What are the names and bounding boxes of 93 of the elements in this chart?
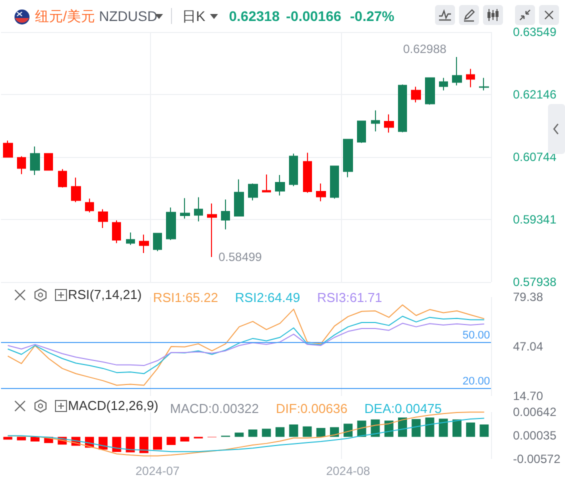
series-label: DEA:0.00475 — [364, 401, 442, 416]
candlestick — [71, 177, 81, 203]
bar — [166, 436, 176, 445]
y-tick-label: 0.63549 — [513, 25, 557, 39]
bar — [262, 428, 271, 437]
bar — [276, 427, 285, 437]
bar — [344, 424, 353, 437]
text: -0.00166 — [286, 7, 342, 25]
bar — [302, 426, 312, 437]
candlestick — [316, 182, 326, 202]
x-tick-label: 2024-08 — [326, 464, 370, 478]
bar — [234, 432, 244, 437]
bar — [480, 424, 489, 437]
candlestick — [98, 208, 108, 228]
ref-line-label: 50.00 — [462, 329, 490, 342]
bar — [3, 436, 12, 440]
series-label: RSI2:64.49 — [235, 290, 300, 305]
candlestick — [425, 76, 435, 106]
candlestick — [289, 153, 298, 187]
candlestick — [112, 220, 121, 244]
series-label: MACD:0.00322 — [170, 401, 259, 416]
y-tick-label: 14.70 — [513, 389, 544, 403]
y-tick-label: 47.04 — [513, 340, 544, 354]
candlestick — [3, 140, 13, 158]
y-tick-label: 0.00642 — [513, 405, 557, 419]
bar — [30, 436, 40, 442]
bar — [466, 422, 476, 437]
chart-title: RSI(7,14,21) — [68, 286, 142, 304]
candlestick — [330, 165, 339, 200]
candlestick — [44, 153, 53, 171]
candlestick — [17, 156, 26, 175]
candlestick — [466, 68, 475, 88]
bar — [316, 428, 326, 437]
text: 0.62318 — [229, 7, 280, 25]
bar — [139, 436, 148, 454]
chart-subtitle: NZDUSD — [99, 7, 158, 25]
y-tick-label: 0.00035 — [513, 428, 557, 442]
candlestick — [139, 234, 149, 254]
y-tick-label: 0.57938 — [513, 275, 557, 289]
candlestick — [384, 114, 394, 134]
candlestick — [452, 56, 462, 86]
bar — [412, 419, 421, 437]
candlestick — [221, 198, 230, 230]
candlestick — [166, 207, 176, 241]
y-tick-label: 0.59341 — [513, 212, 557, 226]
annotation: 0.62988 — [403, 42, 447, 56]
candlestick — [357, 120, 366, 144]
candlestick — [275, 174, 285, 196]
candlestick — [411, 86, 421, 103]
series-label: RSI3:61.71 — [317, 290, 382, 305]
candlestick — [248, 182, 258, 201]
line-series — [7, 412, 485, 456]
y-tick-label: 0.62146 — [513, 88, 557, 102]
candlestick — [479, 77, 489, 91]
y-tick-label: 0.60744 — [513, 150, 557, 164]
text: -0.27% — [350, 7, 394, 25]
bar — [126, 436, 135, 452]
bar — [112, 436, 122, 452]
candlestick — [343, 138, 353, 178]
bar — [452, 419, 462, 437]
candlestick — [398, 84, 407, 133]
text: RSI1:65.22 — [153, 290, 218, 305]
candlestick — [153, 232, 162, 252]
ref-line-label: 20.00 — [462, 375, 490, 388]
bar — [16, 436, 26, 440]
candlestick — [85, 198, 94, 213]
bar — [248, 430, 258, 437]
line-series — [7, 418, 485, 452]
candlestick — [303, 152, 312, 194]
candlestick — [439, 77, 448, 91]
candlestick — [371, 110, 380, 132]
chart-title: MACD(12,26,9) — [68, 397, 158, 415]
bar — [153, 436, 162, 450]
bar — [330, 427, 339, 437]
bar — [289, 424, 298, 437]
x-tick-label: 2024-07 — [136, 464, 180, 478]
candlestick — [207, 202, 217, 258]
chart-title: 纽元/美元 — [35, 7, 95, 25]
series-label: DIF:0.00636 — [276, 401, 348, 416]
bar — [438, 418, 448, 437]
candlestick — [180, 198, 190, 220]
candlestick — [126, 232, 135, 246]
candlestick — [58, 168, 67, 188]
candlestick — [30, 146, 40, 176]
annotation: 0.58499 — [218, 250, 262, 264]
candlestick — [194, 196, 203, 222]
candlestick — [262, 174, 271, 193]
y-tick-label: -0.00572 — [513, 452, 561, 466]
candlestick — [234, 178, 244, 216]
bar — [180, 436, 190, 442]
bar — [425, 418, 434, 437]
text: 日K — [182, 7, 206, 25]
y-tick-label: 79.38 — [513, 290, 544, 304]
